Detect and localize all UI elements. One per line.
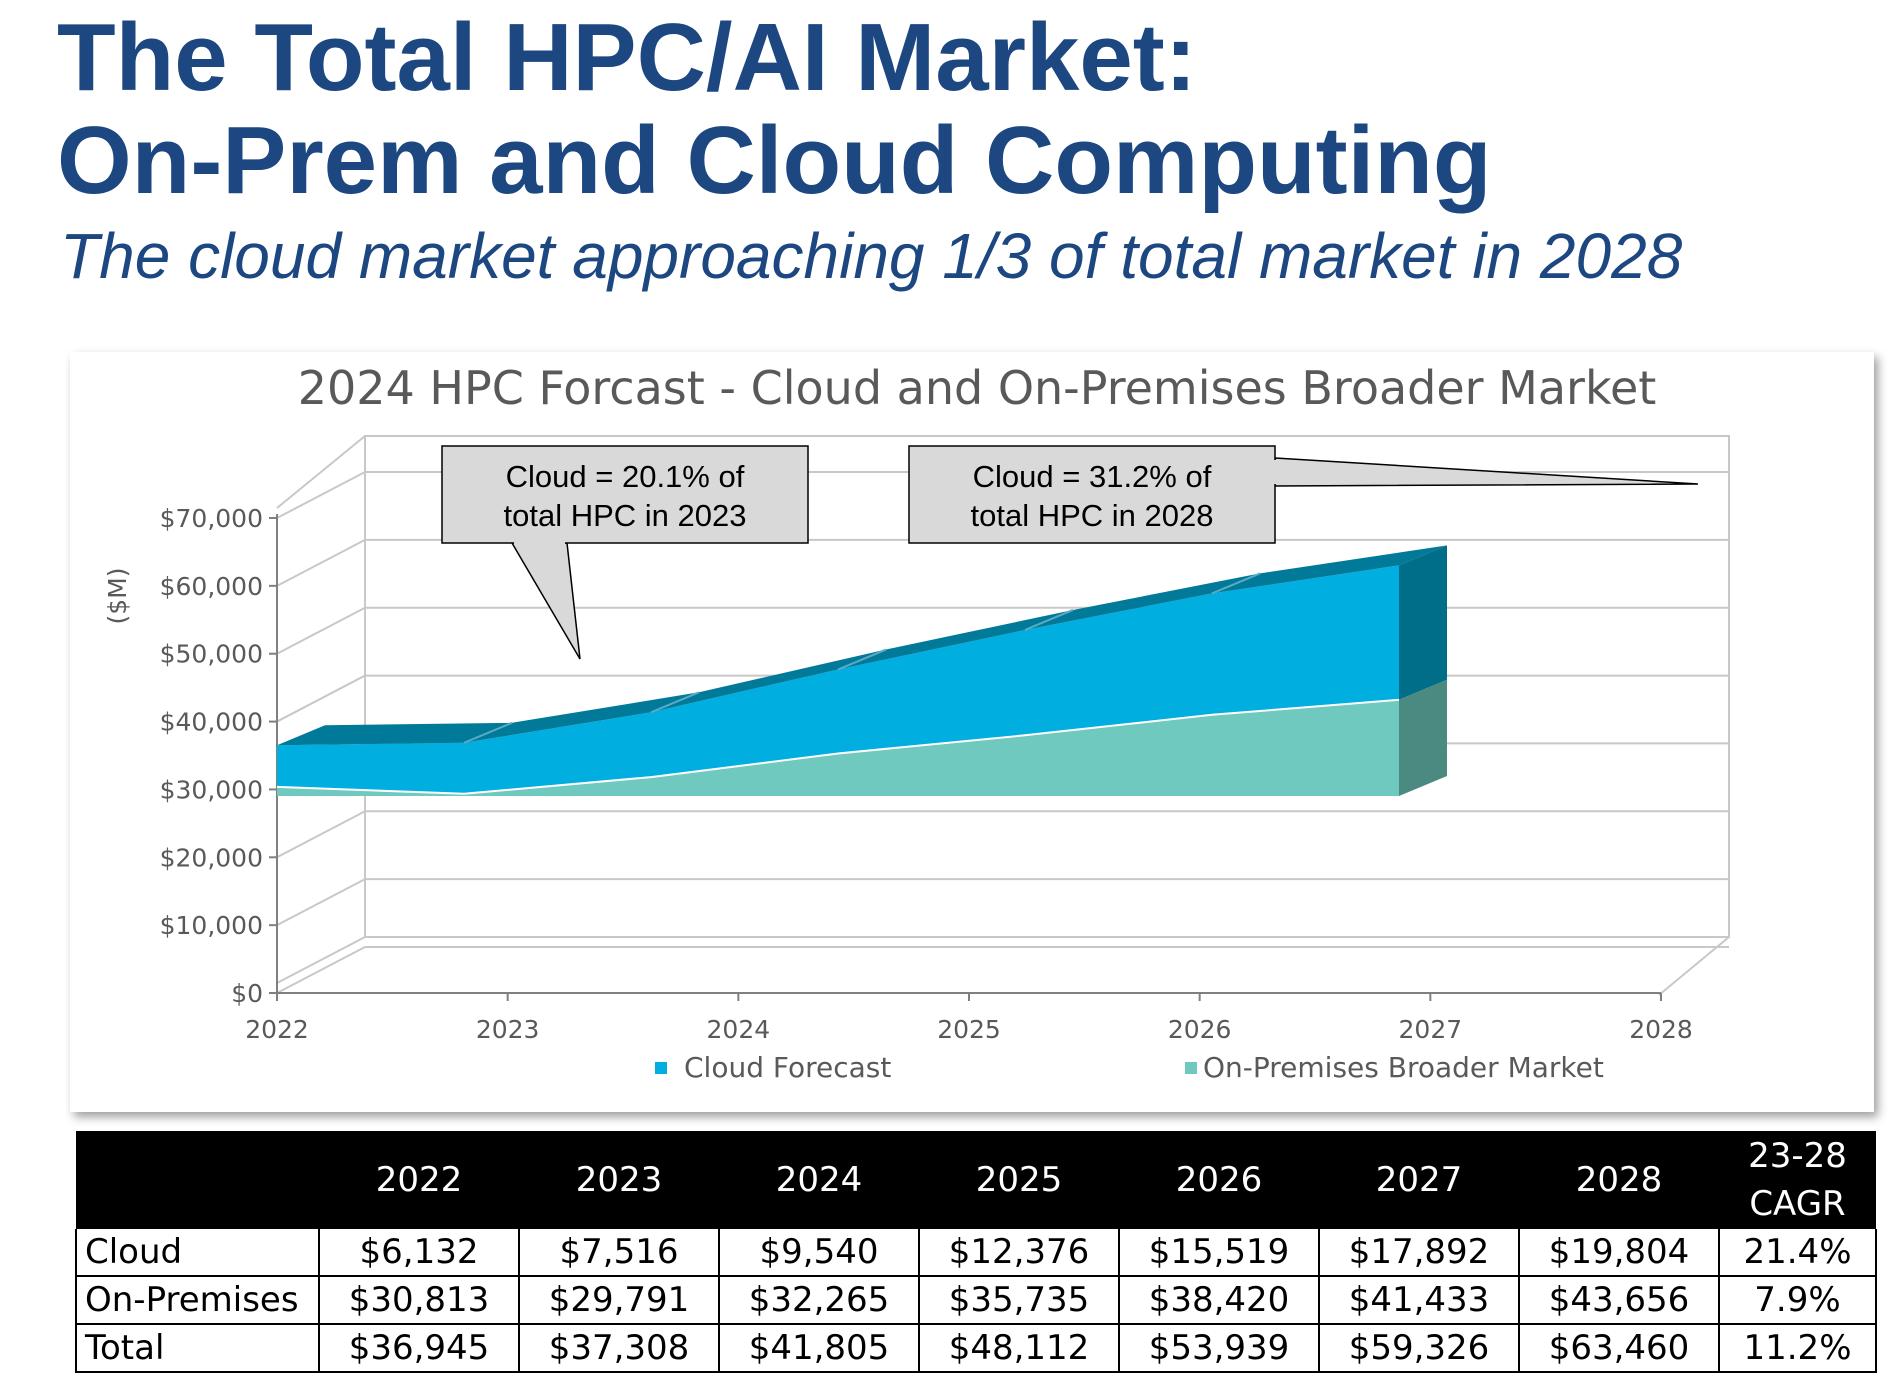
cloud-top-seam xyxy=(463,721,513,744)
table-cell: $35,735 xyxy=(918,1275,1120,1325)
table-cell: $6,132 xyxy=(318,1229,520,1277)
cloud-side-face xyxy=(1399,545,1447,700)
y-tick-label: $20,000 xyxy=(160,843,263,872)
x-tick-label: 2025 xyxy=(937,1015,1001,1044)
y-tick-label: $60,000 xyxy=(160,572,263,601)
cloud-area xyxy=(277,565,1399,794)
y-tick-label: $50,000 xyxy=(160,640,263,669)
chart-back-wall xyxy=(364,435,1730,938)
cloud-top-face xyxy=(277,545,1447,746)
callout-2023-line-2: total HPC in 2023 xyxy=(504,498,747,533)
gridline-diagonal xyxy=(276,471,366,519)
table-cell: $30,813 xyxy=(318,1275,520,1325)
table-cell: $9,540 xyxy=(718,1229,920,1277)
table-row: Total $36,945 $37,308 $41,805 $48,112 $5… xyxy=(75,1323,1877,1373)
table-cell: $15,519 xyxy=(1118,1229,1320,1277)
table-cell: $12,376 xyxy=(918,1229,1120,1277)
legend-swatch-cloud xyxy=(655,1062,667,1074)
legend-swatch-on-premises xyxy=(1185,1062,1197,1074)
table-header-row: 2022 2023 2024 2025 2026 2027 2028 23-28… xyxy=(76,1131,1876,1229)
x-tick-label: 2028 xyxy=(1629,1015,1693,1044)
header-cell: 2027 xyxy=(1319,1131,1519,1229)
row-label: Total xyxy=(75,1323,320,1373)
cagr-cell: 11.2% xyxy=(1718,1323,1877,1373)
gridline-diagonal xyxy=(276,810,366,859)
forecast-table: 2022 2023 2024 2025 2026 2027 2028 23-28… xyxy=(75,1131,1877,1373)
chart-side-wall-edge xyxy=(276,435,366,509)
title-line-1: The Total HPC/AI Market: xyxy=(57,4,1197,111)
table-row: Cloud $6,132 $7,516 $9,540 $12,376 $15,5… xyxy=(75,1229,1877,1277)
header-cell: 2024 xyxy=(719,1131,919,1229)
cagr-cell: 7.9% xyxy=(1718,1275,1877,1325)
y-tick-label: $0 xyxy=(231,979,263,1008)
x-tick-label: 2022 xyxy=(245,1015,309,1044)
gridline-diagonal xyxy=(276,606,366,655)
table-cell: $17,892 xyxy=(1318,1229,1520,1277)
table-cell: $7,516 xyxy=(518,1229,720,1277)
legend-label-cloud: Cloud Forecast xyxy=(684,1051,891,1084)
table-cell: $29,791 xyxy=(518,1275,720,1325)
gridline-diagonal xyxy=(276,674,366,723)
row-label: On-Premises xyxy=(75,1275,320,1325)
on-premises-area xyxy=(277,699,1399,796)
slide-subtitle: The cloud market approaching 1/3 of tota… xyxy=(60,220,1683,292)
header-cell: 2026 xyxy=(1119,1131,1319,1229)
header-cell: 2022 xyxy=(319,1131,519,1229)
table-row: On-Premises $30,813 $29,791 $32,265 $35,… xyxy=(75,1275,1877,1325)
y-tick-label: $40,000 xyxy=(160,708,263,737)
y-tick-label: $10,000 xyxy=(160,911,263,940)
callout-2023-pointer xyxy=(510,542,581,660)
y-axis-title: ($M) xyxy=(103,568,132,625)
callout-2028-box xyxy=(908,445,1276,544)
chart-panel: 2024 HPC Forcast - Cloud and On-Premises… xyxy=(70,352,1874,1112)
slide-title: The Total HPC/AI Market: On-Prem and Clo… xyxy=(57,6,1492,212)
callout-2028-line-1: Cloud = 31.2% of xyxy=(973,459,1212,494)
legend-label-on-premises: On-Premises Broader Market xyxy=(1203,1051,1604,1084)
table-cell: $59,326 xyxy=(1318,1323,1520,1373)
y-tick-label: $30,000 xyxy=(160,775,263,804)
table-cell: $53,939 xyxy=(1118,1323,1320,1373)
chart-floor-right-edge xyxy=(1658,936,1730,996)
on-premises-side-face xyxy=(1399,679,1447,796)
gridline-diagonal xyxy=(276,946,366,994)
table-cell: $48,112 xyxy=(918,1323,1120,1373)
cloud-top-seam xyxy=(650,691,700,714)
title-line-2: On-Prem and Cloud Computing xyxy=(57,107,1492,214)
chart-floor-edge xyxy=(276,936,366,984)
header-cell: 2023 xyxy=(519,1131,719,1229)
table-cell: $63,460 xyxy=(1518,1323,1720,1373)
x-tick-label: 2023 xyxy=(476,1015,540,1044)
cagr-header-cell: 23-28 CAGR xyxy=(1719,1131,1876,1229)
cagr-cell: 21.4% xyxy=(1718,1229,1877,1277)
cloud-top-seam xyxy=(1024,609,1074,631)
callout-2028-line-2: total HPC in 2028 xyxy=(971,498,1214,533)
header-cell: 2028 xyxy=(1519,1131,1719,1229)
series-boundary-line xyxy=(276,698,1400,795)
row-label: Cloud xyxy=(75,1229,320,1277)
x-tick-label: 2026 xyxy=(1168,1015,1232,1044)
cagr-header-line-2: CAGR xyxy=(1749,1184,1846,1224)
callout-2023-line-1: Cloud = 20.1% of xyxy=(506,459,745,494)
cloud-top-seam xyxy=(1211,572,1261,595)
table-cell: $41,805 xyxy=(718,1323,920,1373)
chart-title: 2024 HPC Forcast - Cloud and On-Premises… xyxy=(298,361,1657,415)
header-cell xyxy=(76,1131,319,1229)
gridline-diagonal xyxy=(276,538,366,587)
y-tick-label: $70,000 xyxy=(160,504,263,533)
table-cell: $19,804 xyxy=(1518,1229,1720,1277)
area-chart: 2024 HPC Forcast - Cloud and On-Premises… xyxy=(103,361,1730,1084)
header-cell: 2025 xyxy=(919,1131,1119,1229)
cloud-top-seam xyxy=(837,648,887,671)
table-cell: $41,433 xyxy=(1318,1275,1520,1325)
gridline-diagonal xyxy=(276,878,366,927)
table-cell: $38,420 xyxy=(1118,1275,1320,1325)
callout-2023-box xyxy=(441,445,809,544)
x-tick-label: 2027 xyxy=(1399,1015,1463,1044)
x-tick-label: 2024 xyxy=(707,1015,771,1044)
table-cell: $37,308 xyxy=(518,1323,720,1373)
table-cell: $43,656 xyxy=(1518,1275,1720,1325)
table-cell: $32,265 xyxy=(718,1275,920,1325)
cagr-header-line-1: 23-28 xyxy=(1748,1136,1847,1176)
table-cell: $36,945 xyxy=(318,1323,520,1373)
